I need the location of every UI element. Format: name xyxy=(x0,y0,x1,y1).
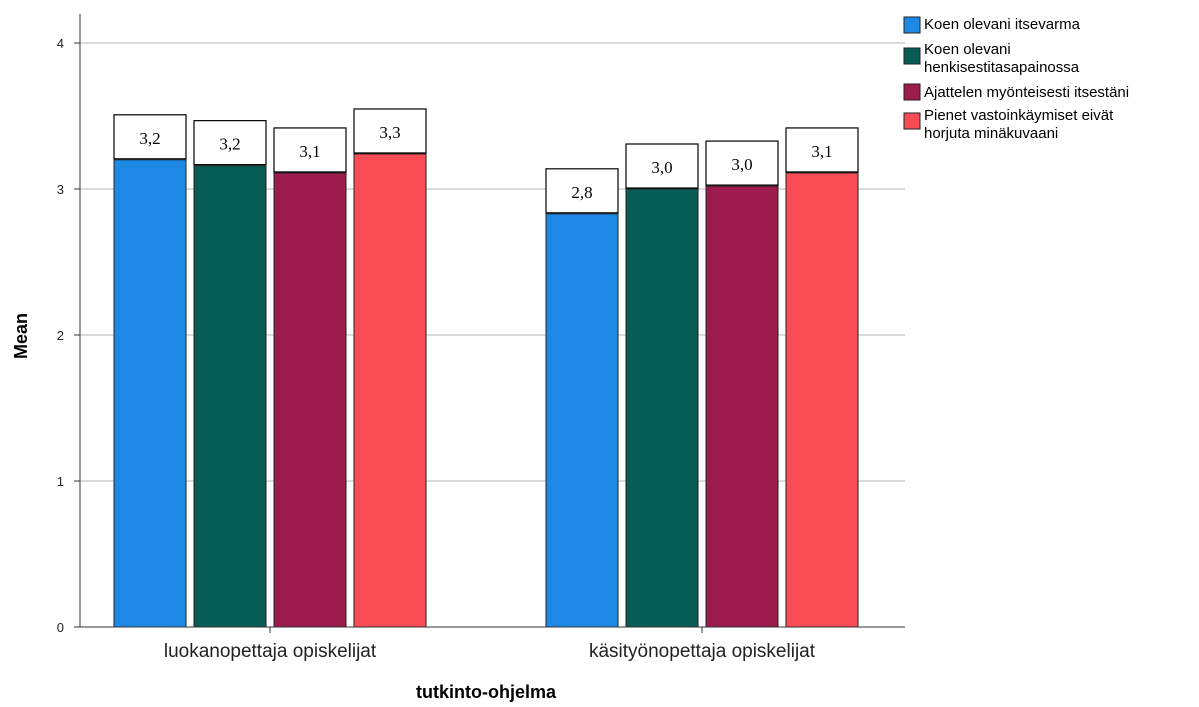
bar xyxy=(113,159,187,628)
data-label-box xyxy=(785,127,859,173)
bar xyxy=(273,172,347,628)
legend-label: Koen olevani xyxy=(924,41,1011,58)
x-axis-title: tutkinto-ohjelma xyxy=(416,682,557,702)
data-label: 3,2 xyxy=(219,135,240,154)
data-label-box xyxy=(273,127,347,173)
y-tick-label: 1 xyxy=(57,474,64,489)
data-label: 3,1 xyxy=(811,142,832,161)
x-tick-label: luokanopettaja opiskelijat xyxy=(164,641,377,662)
x-tick-label: käsityönopettaja opiskelijat xyxy=(589,641,816,662)
data-label-box xyxy=(545,168,619,214)
bar xyxy=(625,188,699,628)
bar xyxy=(705,185,779,628)
legend-swatch xyxy=(903,16,921,34)
data-label: 3,2 xyxy=(139,129,160,148)
data-label: 3,1 xyxy=(299,142,320,161)
bar xyxy=(193,165,267,628)
legend-swatch xyxy=(903,112,921,130)
data-label-box xyxy=(353,108,427,154)
y-tick-label: 4 xyxy=(57,36,64,51)
x-axis: luokanopettaja opiskelijat käsityönopetta… xyxy=(80,626,905,662)
y-axis: 0 1 2 3 4 xyxy=(57,14,81,635)
legend-label: Ajattelen myönteisesti itsestäni xyxy=(924,84,1129,101)
data-labels: 3,2 3,2 3,1 3,3 2,8 3,0 3,0 3,1 xyxy=(113,108,859,214)
legend-label: Koen olevani itsevarma xyxy=(924,16,1081,33)
y-tick-label: 3 xyxy=(57,182,64,197)
data-label-box xyxy=(193,120,267,166)
y-axis-title: Mean xyxy=(11,313,31,359)
bar xyxy=(785,172,859,628)
bar xyxy=(353,153,427,628)
bar xyxy=(545,213,619,628)
data-label: 3,0 xyxy=(731,155,752,174)
data-label: 3,3 xyxy=(379,123,400,142)
legend-label: Pienet vastoinkäymiset eivät xyxy=(924,107,1114,124)
legend-swatch xyxy=(903,83,921,101)
y-tick-label: 2 xyxy=(57,328,64,343)
data-label-box xyxy=(705,140,779,186)
data-label-box xyxy=(625,143,699,189)
data-label: 2,8 xyxy=(571,183,592,202)
legend-label: henkisestitasapainossa xyxy=(924,59,1080,76)
data-label-box xyxy=(113,114,187,160)
legend-label: horjuta minäkuvaani xyxy=(924,125,1058,142)
data-label: 3,0 xyxy=(651,158,672,177)
y-tick-label: 0 xyxy=(57,620,64,635)
bars xyxy=(113,153,859,628)
legend: Koen olevani itsevarma Koen olevanihenkis… xyxy=(903,16,1129,142)
legend-swatch xyxy=(903,47,921,65)
